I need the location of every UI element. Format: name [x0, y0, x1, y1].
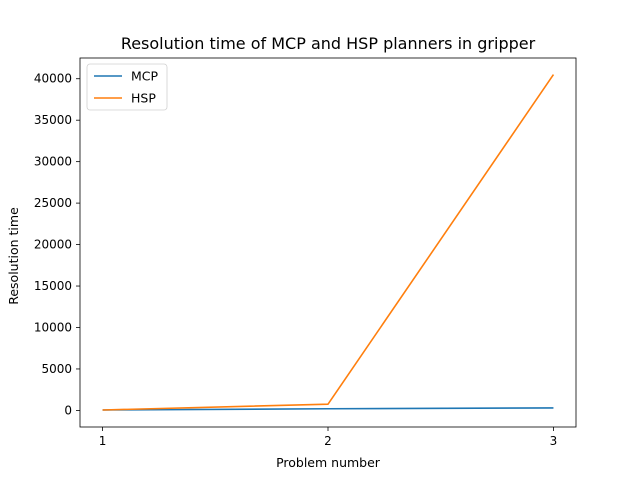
y-tick-label: 30000	[34, 155, 72, 169]
y-axis-label: Resolution time	[6, 207, 21, 305]
x-axis: 1 2 3	[99, 427, 558, 448]
x-tick-label: 3	[550, 434, 558, 448]
chart-title: Resolution time of MCP and HSP planners …	[121, 34, 536, 53]
x-tick-label: 2	[324, 434, 332, 448]
y-tick-label: 5000	[41, 362, 72, 376]
y-tick-label: 20000	[34, 238, 72, 252]
y-tick-label: 10000	[34, 320, 72, 334]
series-line-mcp	[102, 407, 554, 411]
legend-label-mcp: MCP	[131, 69, 159, 84]
series-lines	[102, 74, 555, 411]
legend: MCP HSP	[86, 63, 168, 111]
x-axis-label: Problem number	[276, 455, 381, 470]
y-tick-label: 35000	[34, 113, 72, 127]
x-tick-label: 1	[99, 434, 107, 448]
y-tick-label: 25000	[34, 196, 72, 210]
series-line-hsp	[102, 74, 555, 411]
legend-label-hsp: HSP	[131, 91, 156, 106]
y-tick-label: 0	[64, 403, 72, 417]
y-axis: 0 5000 10000 15000 20000 25000 30000 35000 40000	[34, 72, 80, 417]
y-tick-label: 40000	[34, 72, 72, 86]
y-tick-label: 15000	[34, 279, 72, 293]
